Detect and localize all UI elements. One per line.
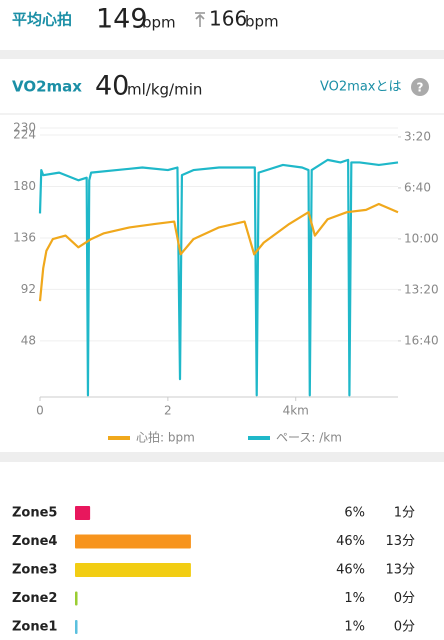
help-icon-text[interactable]: ? — [417, 81, 424, 95]
help-icon[interactable] — [411, 78, 429, 96]
zone-time: 0分 — [394, 591, 415, 606]
x-tick-label: 4km — [283, 404, 309, 418]
vo2-label: VO2max — [12, 78, 82, 96]
zone-bar — [75, 591, 78, 606]
y2-tick-label: 13:20 — [404, 282, 439, 296]
zones: Zone5 6% 1分 Zone4 46% 13分 Zone3 46% 13分 Zone2 1% 0分… — [12, 506, 415, 635]
vo2-link[interactable]: VO2maxとは — [320, 80, 402, 95]
zone-name: Zone4 — [12, 534, 57, 549]
zone-bar — [75, 563, 191, 577]
y2-tick-label: 3:20 — [404, 129, 431, 143]
zone-time: 13分 — [385, 534, 415, 549]
y-tick-label: 180 — [13, 179, 36, 193]
hr-unit: bpm — [142, 14, 176, 32]
zone-time: 0分 — [394, 620, 415, 635]
zone-percent: 6% — [344, 506, 365, 521]
y-tick-label: 224 — [13, 128, 36, 142]
x-tick-label: 2 — [164, 404, 172, 418]
zone-name: Zone5 — [12, 506, 57, 521]
zone-percent: 1% — [344, 620, 365, 635]
hr-average: 149 — [96, 4, 148, 35]
zone-time: 13分 — [385, 563, 415, 578]
zone-percent: 46% — [336, 534, 365, 549]
hr-max: 166 — [209, 7, 247, 31]
y2-tick-label: 16:40 — [404, 333, 439, 347]
zone-percent: 1% — [344, 591, 365, 606]
max-icon — [195, 12, 205, 27]
y-tick-label: 48 — [21, 333, 36, 347]
zone-bar — [75, 620, 78, 634]
vo2-unit: ml/kg/min — [127, 81, 202, 99]
y2-tick-label: 6:40 — [404, 180, 431, 194]
legend-label: ペース: /km — [276, 431, 342, 445]
hr-max-unit: bpm — [245, 13, 279, 31]
zone-bar — [75, 506, 91, 520]
separator — [0, 452, 444, 462]
x-tick-label: 0 — [36, 404, 44, 418]
zone-time: 1分 — [394, 506, 415, 521]
zone-bar — [75, 534, 191, 549]
zone-name: Zone2 — [12, 591, 57, 606]
legend-label: 心拍: bpm — [136, 430, 195, 445]
series-line — [38, 158, 399, 397]
y2-tick-label: 10:00 — [404, 231, 439, 245]
zone-percent: 46% — [336, 563, 365, 578]
y-tick-label: 230 — [13, 121, 36, 135]
vo2-value: 40 — [95, 71, 129, 102]
zone-name: Zone1 — [12, 620, 57, 635]
y-tick-label: 136 — [13, 230, 36, 244]
hr-label: 平均心拍 — [12, 11, 72, 29]
y-tick-label: 92 — [21, 282, 36, 296]
zone-name: Zone3 — [12, 563, 57, 578]
separator — [0, 50, 444, 59]
series-line — [38, 202, 399, 302]
